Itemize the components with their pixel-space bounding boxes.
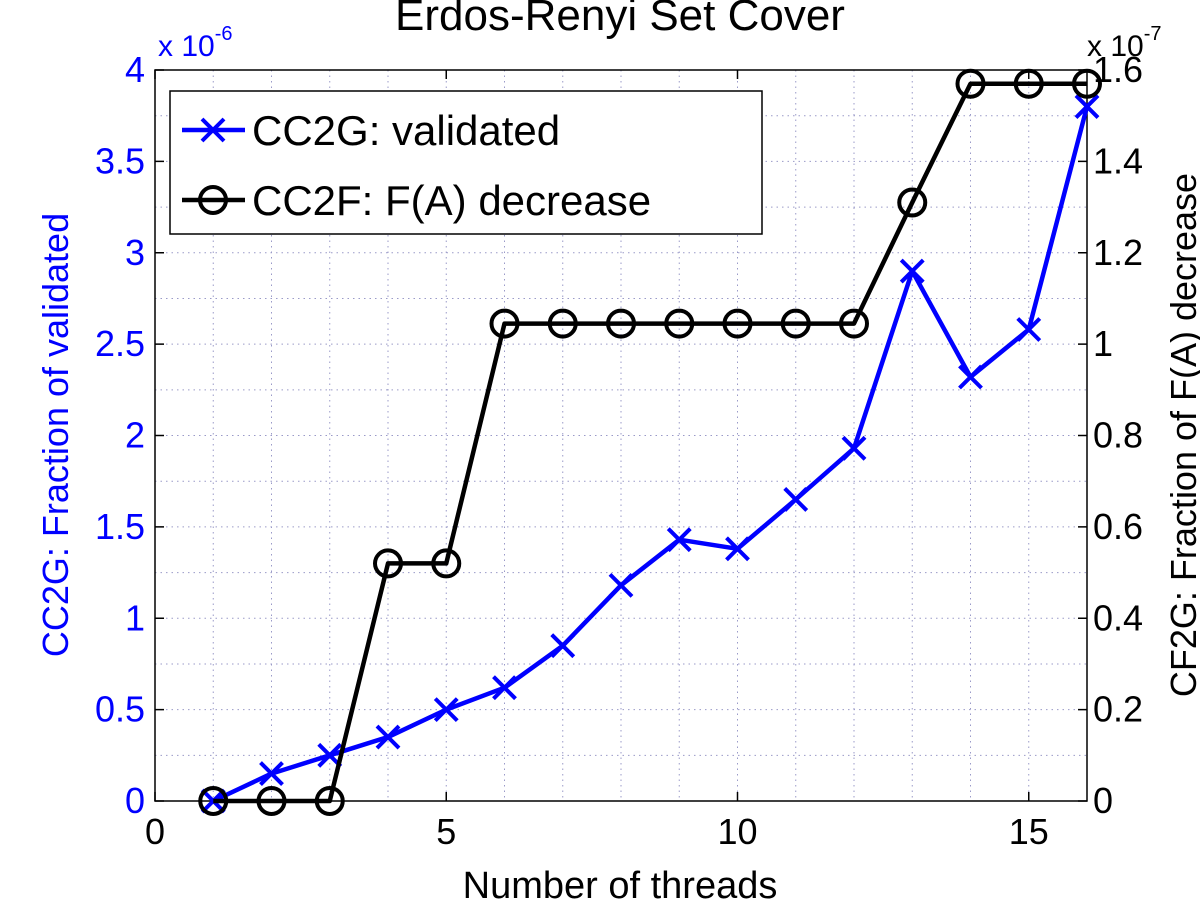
series-line: [213, 81, 1087, 804]
right-multiplier-base: x 10: [1087, 30, 1144, 63]
x-tick-label: 10: [717, 811, 757, 852]
data-point: [547, 308, 578, 339]
right-y-tick-label: 1: [1093, 323, 1113, 364]
data-point: [550, 633, 576, 659]
data-point: [899, 258, 925, 284]
right-multiplier-power: -7: [1144, 23, 1162, 45]
x-axis-label: Number of threads: [463, 865, 778, 900]
data-point: [489, 308, 520, 339]
left-y-tick-label: 3.5: [95, 140, 145, 181]
left-y-tick-label: 2.5: [95, 323, 145, 364]
right-y-tick-label: 1.2: [1093, 232, 1143, 273]
x-tick-label: 5: [436, 811, 456, 852]
data-point: [897, 187, 928, 218]
series-1: [200, 94, 1100, 814]
data-point: [841, 435, 867, 461]
data-point: [1074, 94, 1100, 119]
data-point: [373, 548, 403, 579]
left-y-tick-label: 2: [125, 415, 145, 456]
legend-label: CC2F: F(A) decrease: [252, 177, 651, 224]
right-y-tick-label: 0.4: [1093, 597, 1143, 638]
left-axis-label: CC2G: Fraction of validated: [35, 213, 76, 657]
left-axis-multiplier: x 10-6: [158, 23, 233, 63]
data-point: [433, 697, 459, 723]
data-point: [783, 487, 809, 512]
legend-marker: [198, 185, 228, 215]
data-point: [259, 761, 284, 787]
data-point: [839, 308, 869, 339]
left-y-tick-label: 0.5: [95, 689, 145, 730]
right-y-tick-label: 0: [1093, 780, 1113, 821]
legend-box: [169, 90, 763, 235]
data-point: [725, 536, 750, 562]
data-point: [198, 786, 229, 816]
right-y-tick-label: 0.8: [1093, 415, 1143, 456]
data-point: [375, 724, 401, 750]
data-point: [955, 68, 986, 99]
data-point: [722, 308, 753, 339]
data-point: [431, 548, 462, 579]
data-point: [664, 308, 695, 339]
series-line: [212, 105, 1090, 804]
right-axis-multiplier: x 10-7: [1087, 23, 1162, 63]
right-y-tick-label: 1.4: [1093, 140, 1143, 181]
left-y-tick-label: 1.5: [95, 506, 145, 547]
data-point: [666, 527, 692, 553]
right-y-tick-label: 0.2: [1093, 689, 1143, 730]
left-y-tick-label: 0: [125, 780, 145, 821]
data-point: [314, 786, 345, 816]
legend: CC2G: validated CC2F: F(A) decrease: [169, 90, 763, 235]
data-point: [608, 572, 634, 598]
data-point: [492, 675, 517, 701]
data-point: [958, 364, 983, 390]
left-y-tick-label: 1: [125, 597, 145, 638]
axes: 0 5 10 15 0 0.5 1 1.5 2 2.5 3 3.5 4 0 0.2 0.4 0.6 0.8 1 1.2…: [95, 49, 1143, 852]
series-layer: [198, 68, 1102, 816]
data-point: [256, 786, 287, 816]
x-tick-label: 15: [1009, 811, 1049, 852]
x-tick-label: 0: [145, 811, 165, 852]
legend-label: CC2G: validated: [252, 107, 560, 154]
left-multiplier-power: -6: [215, 23, 233, 45]
legend-item: CC2F: F(A) decrease: [182, 177, 651, 224]
data-point: [1016, 317, 1042, 342]
legend-marker: [200, 117, 226, 143]
right-y-tick-label: 0.6: [1093, 506, 1143, 547]
left-multiplier-base: x 10: [158, 30, 215, 63]
data-point: [780, 308, 811, 339]
left-y-tick-label: 3: [125, 232, 145, 273]
chart-title: Erdos-Renyi Set Cover: [395, 0, 845, 40]
data-point: [606, 308, 636, 339]
legend-item: CC2G: validated: [182, 107, 560, 154]
series-2: [198, 68, 1102, 816]
data-point: [1013, 68, 1044, 99]
right-axis-label: CF2G: Fraction of F(A) decrease: [1163, 173, 1200, 697]
left-y-tick-label: 4: [125, 49, 145, 90]
data-point: [1072, 68, 1102, 99]
